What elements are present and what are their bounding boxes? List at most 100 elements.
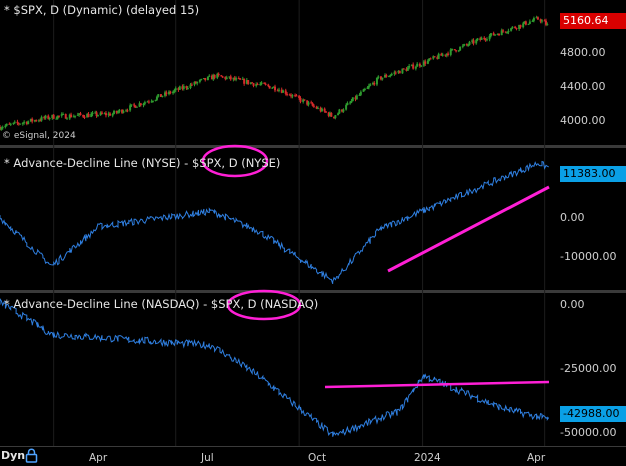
price-candle-body <box>437 53 440 59</box>
price-candle-body <box>82 115 85 117</box>
price-candle-body <box>1 127 4 129</box>
price-candle-body <box>303 99 306 101</box>
price-candle-body <box>522 23 525 28</box>
price-candle-body <box>100 112 103 114</box>
price-candle-body <box>523 21 526 24</box>
price-candle-body <box>467 44 470 46</box>
price-candle-body <box>243 78 246 84</box>
price-candle-body <box>64 114 67 119</box>
price-candle-body <box>504 31 507 33</box>
price-candle-body <box>502 30 505 32</box>
spx-price-pane[interactable]: * $SPX, D (Dynamic) (delayed 15) © eSign… <box>0 0 626 146</box>
price-candle-body <box>263 82 266 84</box>
price-candle-body <box>252 83 255 86</box>
price-candle-body <box>299 97 302 102</box>
price-candle-body <box>150 101 153 103</box>
price-candle-body <box>515 28 518 30</box>
price-candle-body <box>397 70 400 73</box>
price-candle-body <box>143 102 146 104</box>
price-candle-body <box>228 76 231 78</box>
price-candle-body <box>476 38 479 41</box>
price-candle-body <box>518 24 521 29</box>
price-candle-body <box>394 72 397 74</box>
nasdaq-highlight-circle <box>226 289 302 321</box>
price-candle-body <box>451 49 454 51</box>
price-candle-body <box>0 128 3 130</box>
price-candle-body <box>233 77 236 80</box>
dynamic-mode-label[interactable]: Dyn <box>1 449 26 462</box>
price-candle-body <box>208 75 211 77</box>
price-candle-body <box>471 40 474 42</box>
price-candle-body <box>213 74 216 78</box>
price-candle-body <box>174 88 177 91</box>
price-candle-body <box>536 17 539 20</box>
price-candle-body <box>4 125 7 128</box>
price-candle-body <box>157 94 160 97</box>
price-candle-body <box>384 75 386 78</box>
price-candle-body <box>311 103 314 106</box>
price-candle-body <box>91 112 94 114</box>
nyse-trendline <box>387 185 550 273</box>
price-candle-body <box>182 86 185 89</box>
price-candle-body <box>453 49 456 51</box>
price-candle-body <box>206 76 209 81</box>
price-candle-body <box>138 103 141 107</box>
esignal-copyright: © eSignal, 2024 <box>2 131 76 141</box>
price-candle-body <box>25 121 28 125</box>
price-candle-body <box>510 28 513 31</box>
price-candle-body <box>225 77 228 80</box>
lock-icon[interactable] <box>25 448 38 463</box>
price-candle-body <box>418 63 421 67</box>
price-candle-body <box>58 115 61 117</box>
price-candle-body <box>165 92 168 95</box>
price-candle-body <box>416 63 419 67</box>
price-candle-body <box>291 95 294 97</box>
price-candle-body <box>307 102 310 105</box>
price-candle-body <box>306 100 309 105</box>
price-candle-body <box>51 114 54 119</box>
pane-divider-2[interactable] <box>0 290 626 293</box>
nyse-ytick-neg10000: -10000.00 <box>560 250 617 263</box>
price-candle-body <box>389 75 392 77</box>
price-candle-body <box>483 37 486 40</box>
price-candle-body <box>433 56 436 58</box>
price-candle-body <box>90 113 93 118</box>
pane-divider-1[interactable] <box>0 145 626 148</box>
price-candle-body <box>440 53 443 56</box>
price-candle-body <box>323 108 326 112</box>
price-candle-body <box>444 54 447 56</box>
price-candle-body <box>17 123 20 125</box>
price-candle-body <box>260 82 263 85</box>
price-candle-body <box>445 53 448 56</box>
price-candle-body <box>447 53 450 55</box>
price-candle-body <box>426 60 429 64</box>
price-candle-body <box>23 121 26 123</box>
price-candle-body <box>295 95 298 97</box>
price-candle-body <box>155 96 158 100</box>
price-candle-body <box>130 104 133 106</box>
spx-ytick-4800: 4800.00 <box>560 46 606 59</box>
price-candle-body <box>241 78 244 80</box>
xtick-apr-2023: Apr <box>89 452 108 464</box>
nasdaq-pane-title: * Advance-Decline Line (NASDAQ) - $SPX, … <box>4 297 319 311</box>
price-candle-body <box>414 66 417 69</box>
price-candle-body <box>544 20 547 25</box>
xtick-oct: Oct <box>308 452 327 464</box>
price-candle-body <box>484 39 487 41</box>
price-candle-body <box>129 105 132 111</box>
price-candle-body <box>178 86 181 90</box>
price-candle-body <box>78 113 81 115</box>
price-candle-body <box>302 99 305 102</box>
price-candle-body <box>39 120 42 122</box>
price-candle-body <box>492 33 495 36</box>
price-candle-body <box>333 116 336 118</box>
price-candle-body <box>362 89 365 92</box>
price-candle-body <box>286 93 289 95</box>
price-candle-body <box>359 91 362 95</box>
price-candle-body <box>320 108 323 112</box>
price-candle-body <box>272 86 275 88</box>
price-candle-body <box>256 84 259 86</box>
price-candle-body <box>181 86 184 89</box>
price-candle-body <box>249 82 252 84</box>
